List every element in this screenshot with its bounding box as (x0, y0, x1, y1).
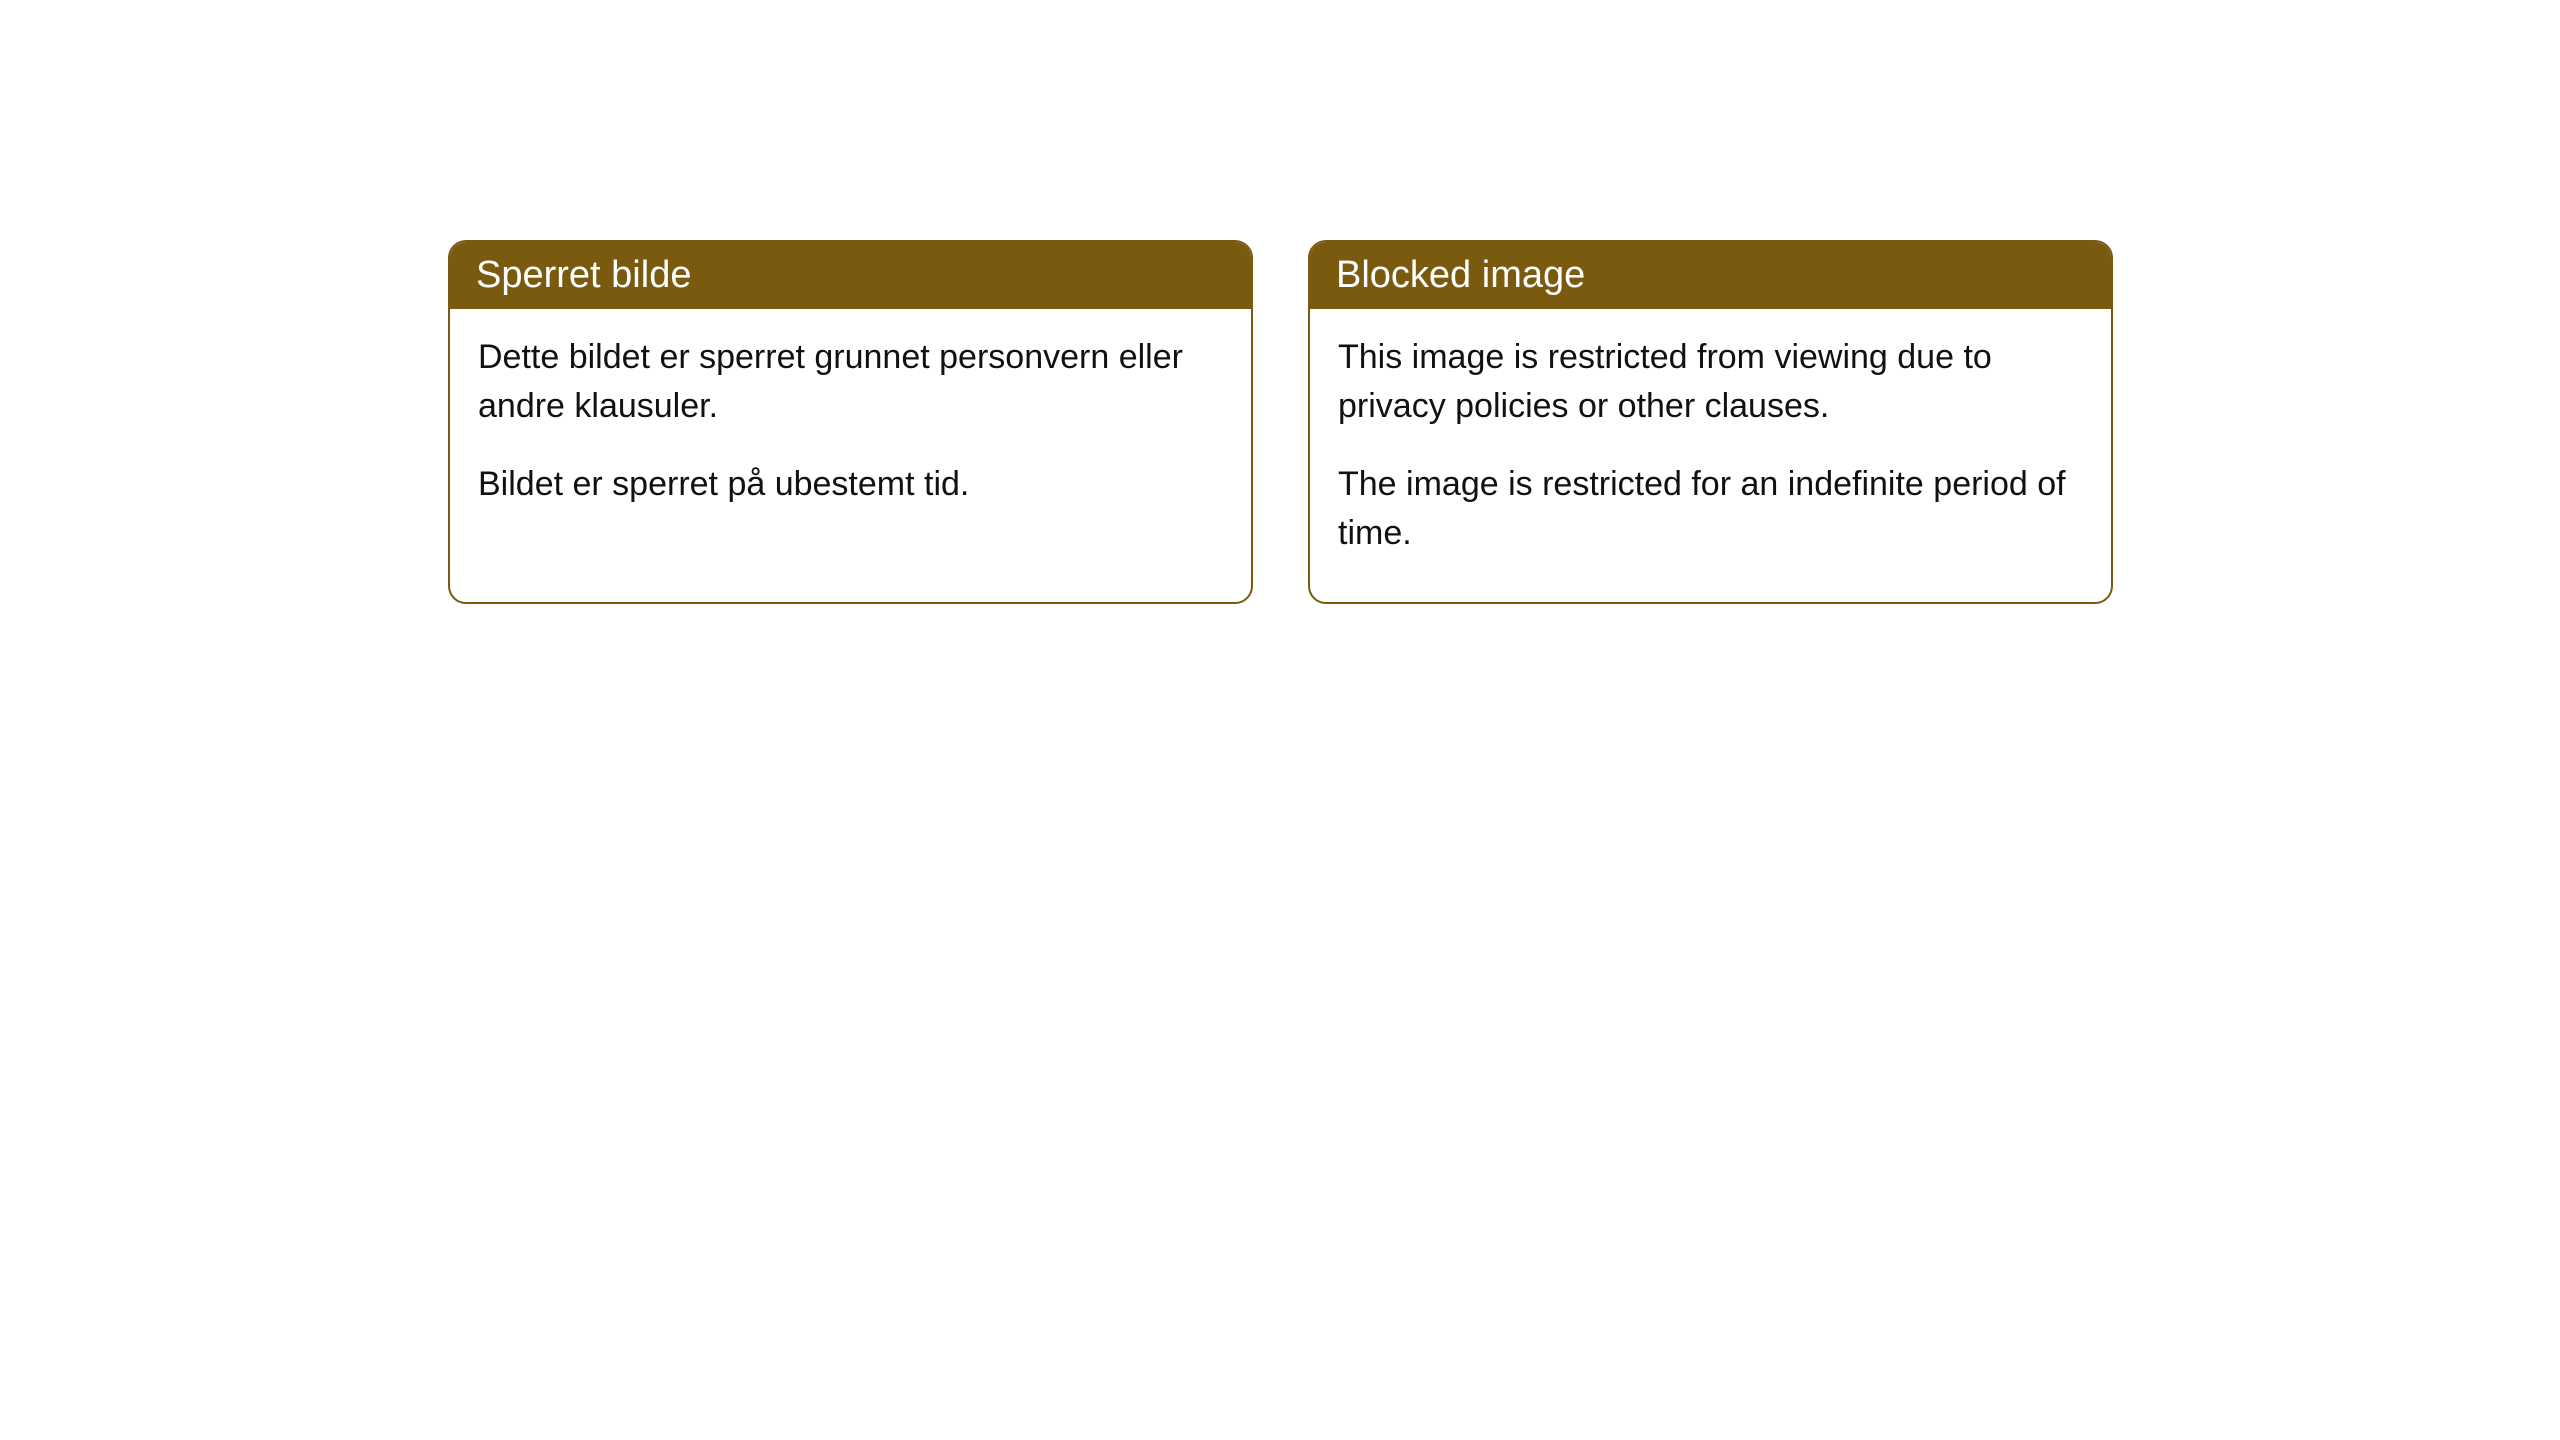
blocked-image-card-no: Sperret bilde Dette bildet er sperret gr… (448, 240, 1253, 604)
card-paragraph-1-en: This image is restricted from viewing du… (1338, 333, 2083, 432)
card-header-en: Blocked image (1310, 242, 2111, 309)
blocked-image-card-en: Blocked image This image is restricted f… (1308, 240, 2113, 604)
card-paragraph-1-no: Dette bildet er sperret grunnet personve… (478, 333, 1223, 432)
notice-cards-container: Sperret bilde Dette bildet er sperret gr… (448, 240, 2113, 604)
card-title-no: Sperret bilde (476, 254, 691, 296)
card-body-en: This image is restricted from viewing du… (1310, 309, 2111, 602)
card-body-no: Dette bildet er sperret grunnet personve… (450, 309, 1251, 553)
card-paragraph-2-no: Bildet er sperret på ubestemt tid. (478, 460, 1223, 509)
card-title-en: Blocked image (1336, 254, 1585, 296)
card-header-no: Sperret bilde (450, 242, 1251, 309)
card-paragraph-2-en: The image is restricted for an indefinit… (1338, 460, 2083, 559)
